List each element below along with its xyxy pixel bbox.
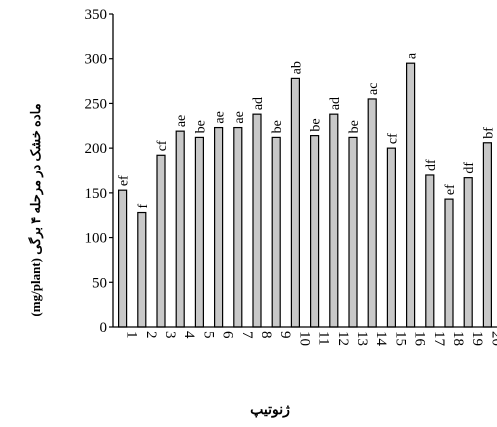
bar-4 bbox=[175, 130, 185, 328]
x-tick-label: 2 bbox=[143, 331, 159, 339]
bar-label: ae bbox=[174, 115, 189, 127]
bar-3 bbox=[156, 154, 166, 328]
bar-15 bbox=[386, 147, 396, 328]
x-tick-label: 13 bbox=[354, 331, 370, 346]
bar-11 bbox=[310, 135, 320, 328]
bar-12 bbox=[329, 113, 339, 328]
bar-label: ac bbox=[366, 83, 381, 95]
x-axis-label: ژنوتیپ bbox=[250, 403, 290, 418]
x-tick-label: 1 bbox=[124, 331, 140, 339]
bar-13 bbox=[348, 136, 358, 328]
bar-1 bbox=[117, 189, 128, 328]
y-tick-label: 50 bbox=[92, 275, 107, 291]
bar-label: df bbox=[424, 159, 439, 171]
bar-label: ef bbox=[443, 184, 458, 195]
bar-8 bbox=[252, 113, 262, 328]
y-ticks: 0 50 100 150 200 250 300 350 bbox=[85, 7, 113, 336]
x-tick-label: 8 bbox=[258, 331, 274, 339]
x-tick-label: 16 bbox=[412, 331, 428, 347]
x-tick-label: 7 bbox=[239, 331, 255, 339]
bar-20 bbox=[482, 142, 492, 328]
x-tick-label: 17 bbox=[431, 331, 447, 347]
plot-area bbox=[117, 62, 492, 328]
axes bbox=[112, 14, 497, 328]
bar-label: be bbox=[193, 120, 208, 133]
bar-label: a bbox=[405, 52, 420, 59]
bar-10 bbox=[290, 77, 300, 328]
x-tick-label: 5 bbox=[200, 331, 216, 339]
bar-label: ae bbox=[232, 111, 247, 123]
y-axis-label: ماده خشک در مرحله ۴ برگی (mg/plant) bbox=[27, 103, 44, 316]
x-tick-label: 4 bbox=[181, 331, 197, 339]
bar-label: cf bbox=[155, 140, 170, 151]
y-tick-label: 350 bbox=[85, 7, 108, 23]
x-ticks: 1 2 3 4 5 6 7 8 9 10 11 12 13 14 15 16 17 18 19 20 bbox=[124, 331, 497, 347]
x-tick-label: 15 bbox=[392, 331, 408, 346]
bar-label: df bbox=[462, 162, 477, 174]
bar-label: ef bbox=[117, 175, 132, 186]
bar-6 bbox=[214, 126, 224, 328]
bar-16 bbox=[406, 62, 416, 328]
x-tick-label: 12 bbox=[335, 331, 351, 346]
bar-5 bbox=[194, 136, 204, 328]
y-tick-label: 250 bbox=[85, 96, 108, 112]
x-tick-label: 18 bbox=[450, 331, 466, 346]
bar-label: ad bbox=[328, 97, 343, 110]
bar-9 bbox=[271, 136, 281, 328]
x-tick-label: 19 bbox=[469, 331, 485, 346]
x-tick-label: 9 bbox=[277, 331, 293, 339]
y-tick-label: 0 bbox=[100, 320, 108, 336]
x-tick-label: 6 bbox=[220, 331, 236, 339]
bar-label: ae bbox=[213, 111, 228, 123]
x-tick-label: 20 bbox=[488, 331, 497, 346]
bar-7 bbox=[233, 126, 243, 328]
y-tick-label: 200 bbox=[85, 141, 108, 157]
bar-14 bbox=[367, 98, 377, 328]
y-tick-label: 300 bbox=[85, 52, 108, 68]
bar-label: cf bbox=[385, 133, 400, 144]
bar-label: ab bbox=[289, 61, 304, 74]
bar-2 bbox=[137, 211, 147, 328]
x-tick-label: 3 bbox=[162, 331, 178, 339]
x-tick-label: 11 bbox=[316, 331, 332, 345]
bar-17 bbox=[425, 174, 435, 328]
bar-19 bbox=[463, 177, 473, 328]
bar-label: be bbox=[309, 118, 324, 131]
bar-label: ad bbox=[251, 97, 266, 110]
bar-label: be bbox=[347, 120, 362, 133]
x-tick-label: 14 bbox=[373, 331, 389, 347]
x-tick-label: 10 bbox=[296, 331, 312, 346]
y-tick-label: 150 bbox=[85, 186, 108, 202]
bar-label: bf bbox=[481, 127, 496, 139]
bar-18 bbox=[444, 198, 454, 328]
y-tick-label: 100 bbox=[85, 231, 108, 247]
bar-label: f bbox=[136, 204, 151, 209]
bar-label: be bbox=[270, 120, 285, 133]
